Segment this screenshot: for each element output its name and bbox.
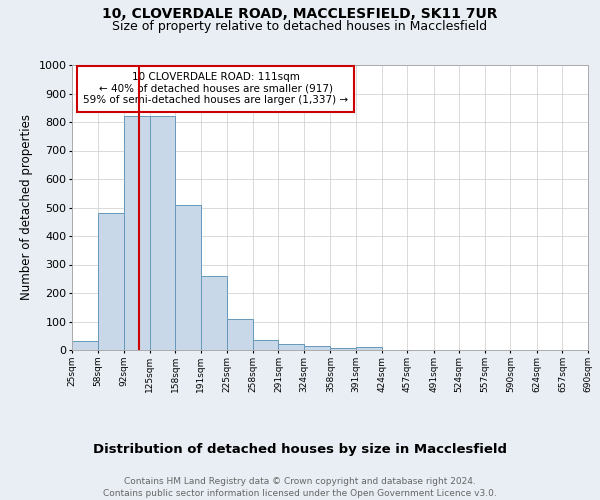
Bar [304,346,331,350]
Bar [278,344,304,350]
Bar [72,342,98,350]
Bar [98,213,124,350]
Text: 10 CLOVERDALE ROAD: 111sqm
← 40% of detached houses are smaller (917)
59% of sem: 10 CLOVERDALE ROAD: 111sqm ← 40% of deta… [83,72,348,106]
Bar [253,340,278,350]
Bar [175,204,201,350]
Text: Size of property relative to detached houses in Macclesfield: Size of property relative to detached ho… [112,20,488,33]
Bar [227,318,253,350]
Bar [356,347,382,350]
Text: Distribution of detached houses by size in Macclesfield: Distribution of detached houses by size … [93,442,507,456]
Bar [149,116,175,350]
Bar [331,348,356,350]
Text: 10, CLOVERDALE ROAD, MACCLESFIELD, SK11 7UR: 10, CLOVERDALE ROAD, MACCLESFIELD, SK11 … [102,8,498,22]
Y-axis label: Number of detached properties: Number of detached properties [20,114,33,300]
Bar [124,116,149,350]
Bar [201,276,227,350]
Text: Contains HM Land Registry data © Crown copyright and database right 2024.
Contai: Contains HM Land Registry data © Crown c… [103,476,497,498]
